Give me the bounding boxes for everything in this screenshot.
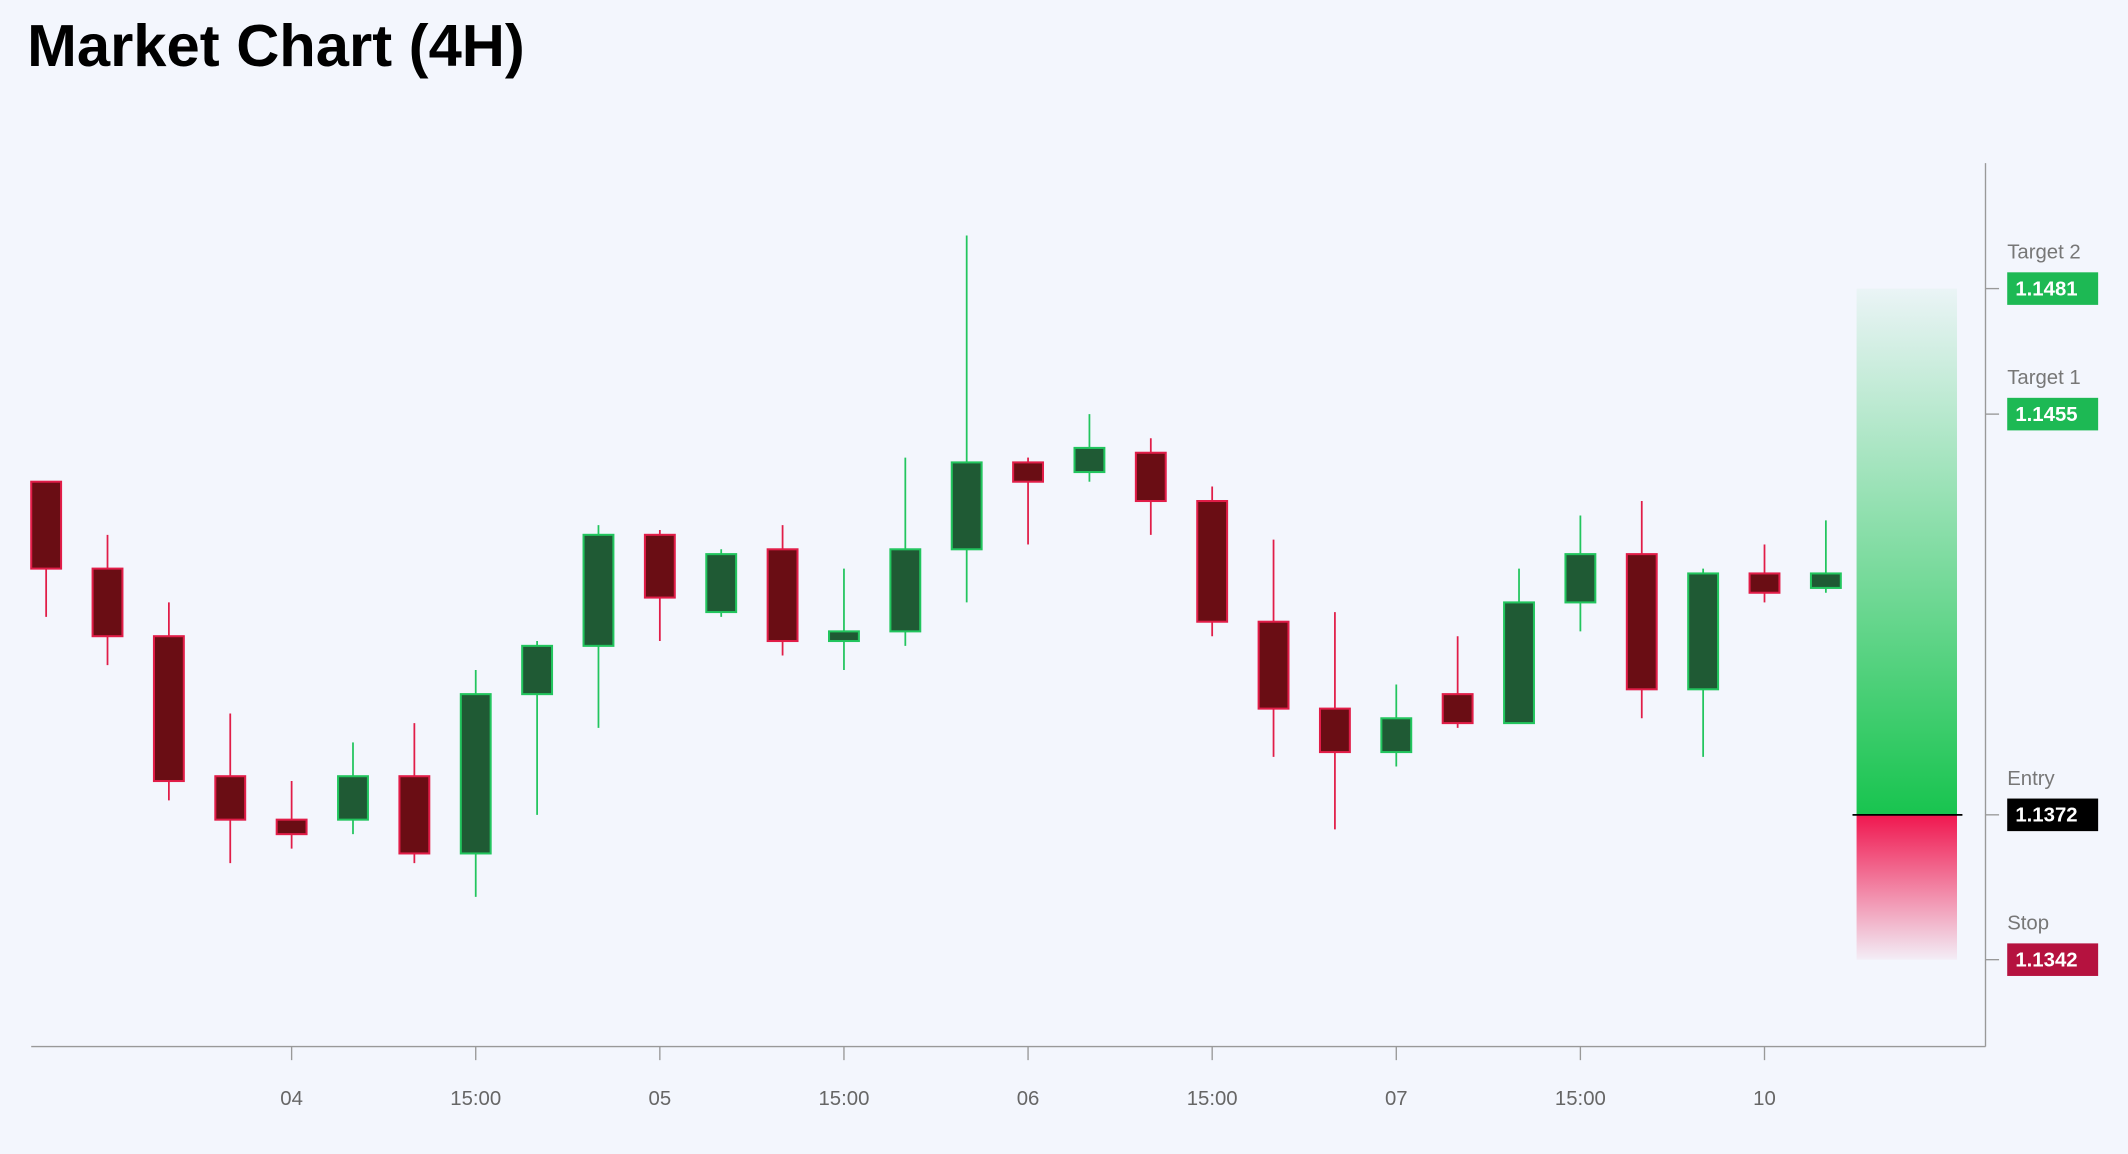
candle-body: [1318, 707, 1351, 754]
x-tick-label: 05: [649, 1088, 672, 1110]
candle-body: [582, 533, 615, 647]
x-tick-label: 07: [1385, 1088, 1408, 1110]
candle-body: [152, 635, 185, 783]
candle-body: [1564, 553, 1597, 604]
candle-body: [521, 644, 554, 696]
candle-body: [1134, 451, 1167, 503]
candle-body: [1196, 500, 1229, 623]
level-name: Target 1: [2007, 367, 2081, 389]
level-name: Stop: [2007, 913, 2049, 935]
loss-zone: [1856, 814, 1957, 960]
profit-zone: [1856, 288, 1957, 815]
level-value: 1.1342: [2015, 949, 2077, 971]
candle-body: [1073, 446, 1106, 474]
candle-body: [214, 775, 247, 821]
level-value: 1.1481: [2015, 278, 2077, 300]
level-badge: [2007, 272, 2099, 305]
chart-title: Market Chart (4H): [27, 12, 525, 79]
candle-body: [30, 480, 63, 570]
x-tick-label: 15:00: [818, 1088, 869, 1110]
x-tick-label: 06: [1017, 1088, 1040, 1110]
candle-body: [643, 533, 676, 599]
candle-body: [1257, 620, 1290, 710]
candle-body: [275, 818, 308, 836]
candle-body: [889, 548, 922, 633]
candle-body: [950, 461, 983, 551]
level-badge: [2007, 798, 2099, 832]
level-name: Target 2: [2007, 242, 2081, 264]
level-value: 1.1372: [2015, 805, 2077, 827]
candle-body: [1012, 461, 1045, 483]
candle-body: [705, 553, 738, 614]
level-name: Entry: [2007, 768, 2055, 790]
x-tick-label: 10: [1753, 1088, 1776, 1110]
level-badge: [2007, 943, 2099, 976]
candle-body: [1380, 717, 1413, 754]
x-tick-label: 15:00: [1555, 1088, 1606, 1110]
x-tick-label: 15:00: [1187, 1088, 1238, 1110]
candle-body: [91, 567, 124, 638]
candle-body: [1687, 572, 1720, 691]
level-value: 1.1455: [2015, 404, 2077, 426]
x-tick-label: 15:00: [450, 1088, 501, 1110]
candle-body: [1748, 572, 1781, 594]
candle-body: [398, 775, 431, 855]
candle-body: [766, 548, 799, 643]
level-badge: [2007, 397, 2099, 431]
candle-body: [1441, 693, 1474, 725]
candle-body: [1625, 553, 1658, 691]
candle-body: [828, 630, 860, 643]
candle-body: [1503, 601, 1535, 725]
candle-body: [459, 693, 492, 855]
x-tick-label: 04: [280, 1088, 303, 1110]
candle-body: [337, 775, 369, 821]
candle-body: [1809, 572, 1842, 589]
